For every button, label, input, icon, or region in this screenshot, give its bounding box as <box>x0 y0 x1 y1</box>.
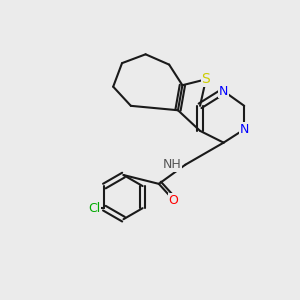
Text: NH: NH <box>163 158 182 171</box>
Text: O: O <box>169 194 178 207</box>
Text: S: S <box>202 72 210 86</box>
Text: N: N <box>219 85 228 98</box>
Text: N: N <box>239 123 249 136</box>
Text: Cl: Cl <box>88 202 100 215</box>
